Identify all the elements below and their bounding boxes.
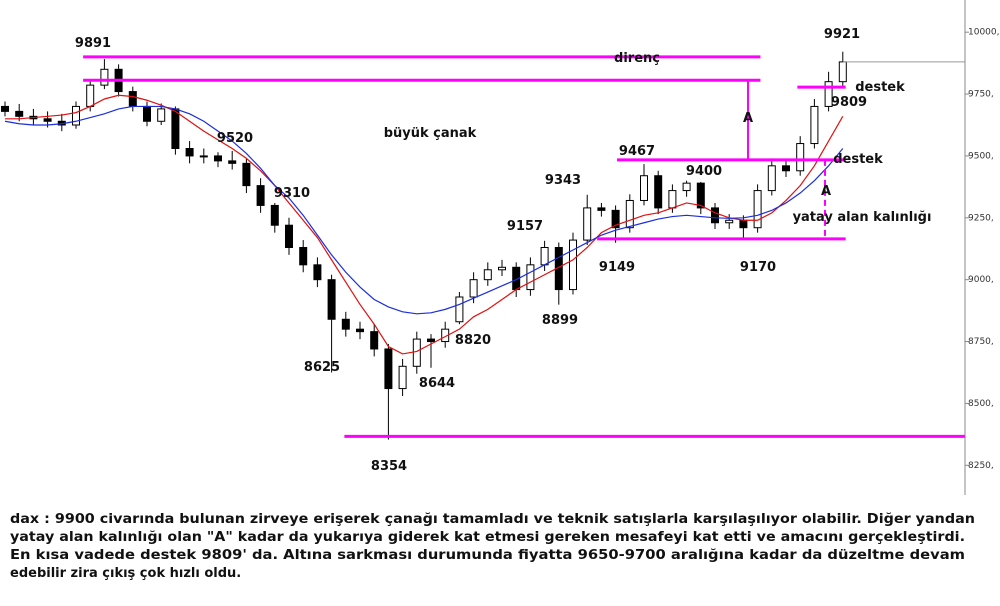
- candle-body: [767, 165, 776, 192]
- annotation: 9891: [75, 36, 111, 51]
- annotation: 9400: [686, 164, 722, 179]
- candle-body: [185, 148, 194, 157]
- annotation: 9170: [740, 260, 776, 275]
- annotation: 8899: [542, 313, 578, 328]
- candle-body: [412, 338, 421, 367]
- caption-line: edebilir zira çıkış çok hızlı oldu.: [10, 566, 241, 581]
- annotation: 9310: [274, 186, 310, 201]
- y-tick-label: 8500,: [968, 399, 994, 409]
- candle-body: [128, 91, 137, 107]
- annotation: direnç: [614, 51, 660, 66]
- caption-line: dax : 9900 civarında bulunan zirveye eri…: [10, 512, 975, 527]
- candle-body: [711, 207, 719, 224]
- annotation: 8820: [455, 333, 491, 348]
- moving-average: [4, 105, 844, 315]
- candle-body: [597, 207, 606, 211]
- candle-body: [43, 118, 52, 122]
- candle-body: [157, 108, 166, 122]
- candle-body: [838, 61, 847, 83]
- candle-body: [356, 328, 364, 333]
- candle-body: [171, 108, 180, 149]
- annotation: 9520: [217, 131, 253, 146]
- annotation: A: [743, 111, 753, 126]
- candle-body: [696, 182, 705, 209]
- candle-body: [682, 182, 691, 192]
- annotation: 9149: [599, 260, 635, 275]
- candle-body: [285, 224, 293, 249]
- annotation: 9343: [545, 173, 581, 188]
- candle-body: [427, 338, 435, 343]
- candle-body: [313, 264, 322, 281]
- y-tick-label: 8250,: [968, 461, 994, 471]
- caption-line: yatay alan kalınlığı olan "A" kadar da y…: [10, 530, 965, 545]
- candle-body: [228, 160, 237, 164]
- y-tick-label: 9250,: [968, 213, 994, 223]
- y-tick-label: 8750,: [968, 337, 994, 347]
- candle-body: [327, 279, 336, 320]
- candle-body: [654, 175, 663, 209]
- candle-body: [668, 190, 677, 209]
- annotation: 9157: [507, 219, 543, 234]
- annotation: büyük çanak: [384, 126, 477, 141]
- candle-body: [256, 185, 265, 206]
- candle-body: [299, 247, 308, 266]
- annotation: 9467: [619, 144, 655, 159]
- candle-body: [398, 365, 407, 390]
- candle-body: [611, 209, 620, 229]
- candle-body: [15, 110, 24, 117]
- candle-body: [469, 279, 478, 298]
- candle-body: [796, 143, 805, 172]
- candle-body: [214, 155, 222, 162]
- annotation: 9809: [831, 95, 867, 110]
- annotation: A: [821, 184, 831, 199]
- candle-body: [824, 81, 833, 107]
- candle-body: [370, 331, 379, 350]
- annotation: destek: [855, 80, 905, 95]
- candle-body: [72, 105, 80, 126]
- y-tick-label: 9000,: [968, 275, 994, 285]
- candle-body: [143, 105, 151, 122]
- candle-body: [782, 165, 790, 172]
- candle-body: [625, 199, 634, 229]
- annotation: yatay alan kalınlığı: [793, 210, 932, 225]
- candle-body: [753, 190, 762, 229]
- candle-body: [498, 266, 506, 271]
- candle-body: [1, 105, 9, 112]
- candle-body: [242, 162, 251, 187]
- candle-body: [540, 247, 549, 266]
- candle-body: [199, 155, 208, 158]
- candle-body: [455, 296, 464, 323]
- annotation: destek: [833, 152, 883, 167]
- annotation: 8644: [419, 376, 455, 391]
- candle-body: [86, 84, 95, 107]
- y-tick-label: 9500,: [968, 151, 994, 161]
- candle-body: [739, 219, 748, 229]
- candle-body: [725, 219, 734, 224]
- y-tick-label: 9750,: [968, 90, 994, 100]
- candle-body: [483, 269, 492, 281]
- annotation: 8354: [371, 459, 407, 474]
- candle-body: [583, 207, 592, 241]
- candle-body: [810, 105, 819, 145]
- candle-body: [640, 175, 648, 201]
- candle-body: [526, 264, 535, 291]
- candle-body: [384, 348, 393, 390]
- candle-body: [270, 204, 279, 226]
- moving-average: [5, 94, 844, 355]
- candle-body: [100, 68, 109, 86]
- y-tick-label: 10000,: [968, 28, 1000, 38]
- annotation: 9921: [824, 27, 860, 42]
- annotation: 8625: [304, 360, 340, 375]
- candle-body: [341, 318, 350, 330]
- caption-line: En kısa vadede destek 9809' da. Altına s…: [10, 548, 965, 563]
- candle-body: [569, 239, 577, 291]
